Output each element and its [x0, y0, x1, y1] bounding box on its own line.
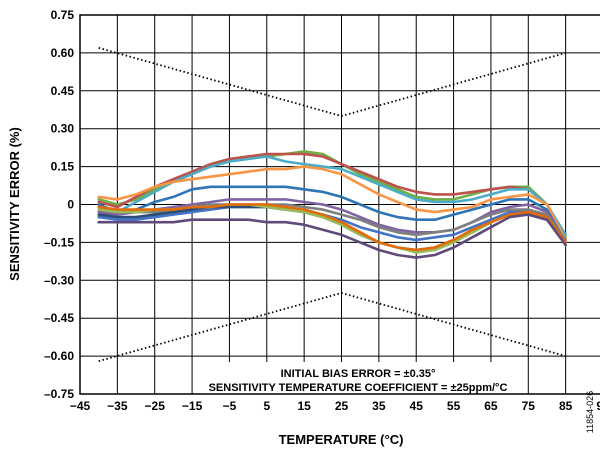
series-group	[97, 150, 567, 259]
limit-lines	[98, 46, 566, 363]
y-tick-label: 0.30	[51, 122, 75, 136]
upper-limit-line	[98, 46, 566, 118]
y-tick-label: 0.15	[51, 160, 75, 174]
x-tick-label: 45	[410, 399, 424, 413]
x-axis-tick-labels: −45 −35 −25 −15 −5 5 15 25 35 45 55 65 75 85 95	[70, 399, 600, 413]
y-tick-label: –0.45	[44, 311, 74, 325]
y-tick-label: –0.60	[44, 349, 74, 363]
y-tick-label: 0	[67, 198, 74, 212]
x-tick-label: 15	[297, 399, 311, 413]
y-tick-label: 0.75	[51, 8, 75, 22]
x-tick-label: 55	[447, 399, 461, 413]
x-tick-label: −15	[182, 399, 203, 413]
series-line-4	[97, 165, 567, 242]
y-tick-label: –0.15	[44, 235, 74, 249]
lower-limit-line	[98, 291, 566, 363]
figure-id: 11854-026	[585, 391, 595, 433]
series-line-6	[97, 198, 567, 244]
x-tick-label: −35	[107, 399, 128, 413]
y-tick-label: –0.30	[44, 273, 74, 287]
plot-frame	[79, 14, 600, 395]
x-tick-label: −45	[70, 399, 91, 413]
annotation-background	[208, 362, 508, 396]
x-tick-label: −25	[145, 399, 166, 413]
x-tick-label: 95	[596, 399, 600, 413]
annotation: INITIAL BIAS ERROR = ±0.35° SENSITIVITY …	[208, 362, 508, 396]
x-tick-label: 75	[522, 399, 536, 413]
annotation-line-1: INITIAL BIAS ERROR = ±0.35°	[281, 368, 436, 380]
series-line-2	[97, 152, 567, 242]
x-tick-label: 65	[484, 399, 498, 413]
x-tick-label: 35	[372, 399, 386, 413]
annotation-line-2: SENSITIVITY TEMPERATURE COEFFICIENT = ±2…	[209, 382, 508, 394]
y-axis-title: SENSITIVITY ERROR (%)	[7, 127, 22, 281]
y-tick-label: 0.45	[51, 84, 75, 98]
x-tick-label: 25	[335, 399, 349, 413]
series-line-5	[97, 185, 567, 244]
y-tick-label: –0.75	[44, 387, 74, 401]
series-line-12	[97, 213, 567, 259]
x-tick-label: 85	[559, 399, 573, 413]
y-tick-label: 0.60	[51, 46, 75, 60]
x-tick-label: −5	[223, 399, 237, 413]
y-axis-tick-labels: 0.75 0.60 0.45 0.30 0.15 0 –0.15 –0.30 –0.45 –0.6…	[44, 8, 74, 401]
x-axis-title: TEMPERATURE (°C)	[279, 432, 404, 447]
x-tick-label: 5	[263, 399, 270, 413]
series-line-11	[97, 203, 567, 252]
